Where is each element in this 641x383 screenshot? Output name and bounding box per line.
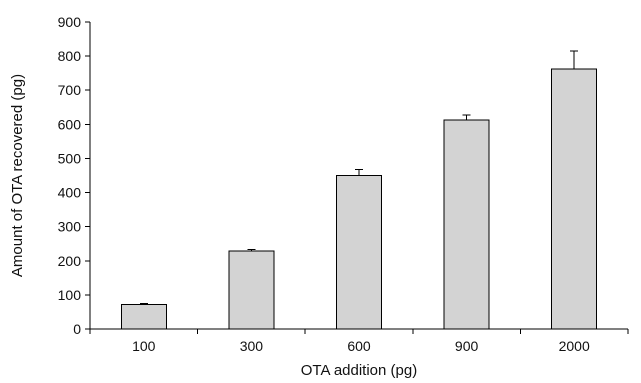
y-tick-label: 400 [58, 185, 82, 201]
x-tick-label: 900 [455, 338, 479, 354]
y-tick-label: 700 [58, 82, 82, 98]
x-tick-label: 2000 [559, 338, 590, 354]
bar-900 [443, 119, 490, 330]
error-bars-layer [139, 50, 579, 305]
x-tick-label: 300 [240, 338, 264, 354]
bars-layer [120, 68, 598, 330]
bar-600 [336, 175, 382, 330]
y-tick-label: 900 [58, 14, 82, 30]
y-tick-label: 0 [73, 321, 81, 337]
y-tick-label: 800 [58, 48, 82, 64]
y-axis-title: Amount of OTA recovered (pg) [9, 74, 26, 277]
x-axis-title: OTA addition (pg) [301, 362, 417, 379]
y-tick-label: 300 [58, 219, 82, 235]
y-tick-label: 500 [58, 150, 82, 166]
axes-layer [89, 22, 628, 330]
y-tick-label: 600 [58, 116, 82, 132]
bar-2000 [551, 68, 598, 330]
y-tick-label: 100 [58, 287, 82, 303]
x-tick-label: 600 [347, 338, 371, 354]
bar-100 [120, 303, 167, 330]
x-ticks-layer: 100 300 600 900 2000 [89, 329, 629, 354]
y-tick-label: 200 [58, 253, 82, 269]
x-tick-label: 100 [132, 338, 156, 354]
bar-300 [228, 250, 275, 330]
y-ticks-layer: 0 100 200 300 400 500 600 700 800 900 [58, 14, 90, 337]
